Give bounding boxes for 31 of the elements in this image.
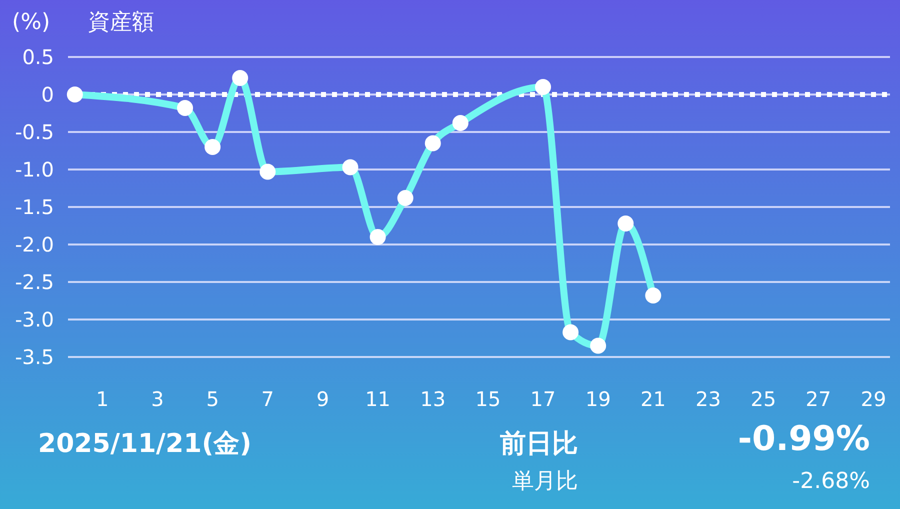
y-tick-label: -3.5 [14, 345, 54, 369]
y-tick-label: -1.5 [14, 195, 54, 219]
y-tick-label: -2.0 [14, 232, 54, 256]
text: 2025/11/21(金) [38, 429, 252, 459]
x-tick-label: 9 [316, 387, 330, 411]
text: -2.68% [792, 469, 870, 494]
x-tick-label: 3 [151, 387, 164, 411]
x-tick-label: 15 [475, 387, 501, 411]
x-tick-label: 17 [530, 387, 556, 411]
x-tick-label: 11 [365, 387, 391, 411]
y-tick-label: 0 [41, 82, 54, 106]
x-tick-label: 21 [640, 387, 666, 411]
y-axis-title: (%) [12, 10, 50, 35]
text: 単月比 [512, 469, 578, 494]
y-tick-label: -0.5 [14, 120, 54, 144]
x-tick-label: 27 [806, 387, 832, 411]
x-tick-label: 29 [860, 387, 886, 411]
y-tick-label: 0.5 [22, 45, 54, 69]
text: 前日比 [499, 429, 578, 459]
x-tick-label: 23 [696, 387, 721, 411]
x-tick-label: 1 [96, 387, 109, 411]
text: -0.99% [738, 419, 870, 459]
x-tick-label: 5 [206, 387, 219, 411]
x-tick-label: 13 [420, 387, 446, 411]
x-tick-label: 7 [261, 387, 274, 411]
y-tick-label: -3.0 [14, 308, 54, 332]
chart-title: 資産額 [88, 10, 154, 35]
y-tick-label: -2.5 [14, 270, 54, 294]
x-tick-label: 25 [750, 387, 776, 411]
y-tick-label: -1.0 [14, 158, 54, 182]
x-tick-label: 19 [585, 387, 611, 411]
